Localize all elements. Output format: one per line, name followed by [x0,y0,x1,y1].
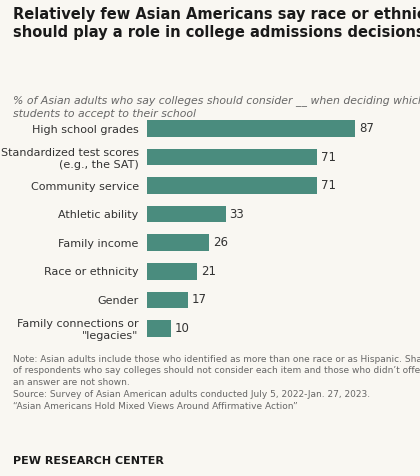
Text: 21: 21 [201,265,216,278]
Text: 10: 10 [175,322,189,335]
Text: 87: 87 [359,122,374,135]
Text: 71: 71 [320,150,336,164]
Text: PEW RESEARCH CENTER: PEW RESEARCH CENTER [13,456,163,466]
Text: 71: 71 [320,179,336,192]
Text: 26: 26 [213,236,228,249]
Text: % of Asian adults who say colleges should consider __ when deciding which
studen: % of Asian adults who say colleges shoul… [13,95,420,119]
Text: 17: 17 [191,293,206,307]
Bar [147,292,188,308]
Bar [147,120,355,137]
Bar [147,206,226,222]
Text: Note: Asian adults include those who identified as more than one race or as Hisp: Note: Asian adults include those who ide… [13,355,420,411]
Bar [147,149,317,165]
Bar [147,178,317,194]
Bar [147,320,171,337]
Text: 33: 33 [230,208,244,221]
Text: Relatively few Asian Americans say race or ethnicity
should play a role in colle: Relatively few Asian Americans say race … [13,7,420,40]
Bar [147,235,209,251]
Bar [147,263,197,279]
